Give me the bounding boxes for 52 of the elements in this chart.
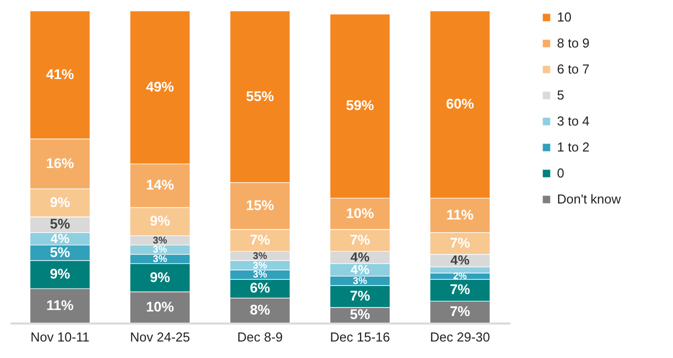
data-label: 9% — [150, 268, 171, 285]
data-label: 3% — [152, 244, 168, 256]
data-label: 4% — [350, 249, 370, 264]
data-label: 10% — [146, 298, 175, 314]
data-label: 55% — [246, 88, 275, 104]
data-label: 4% — [350, 262, 370, 277]
data-label: 7% — [450, 234, 471, 250]
data-label: 59% — [346, 97, 375, 114]
legend-label: 0 — [557, 166, 564, 180]
data-label: 9% — [50, 266, 71, 282]
data-label: 7% — [450, 281, 471, 298]
data-label: 7% — [250, 231, 271, 248]
legend-label: Don't know — [557, 192, 622, 206]
x-tick-label: Nov 10-11 — [30, 330, 90, 344]
data-label: 5% — [350, 306, 371, 322]
data-label: 49% — [146, 78, 175, 94]
data-label: 41% — [46, 66, 75, 82]
data-label: 16% — [46, 154, 75, 171]
data-label: 5% — [50, 216, 71, 232]
legend-label: 8 to 9 — [557, 36, 590, 50]
data-label: 9% — [50, 194, 71, 210]
data-label: 11% — [446, 206, 474, 222]
data-label: 6% — [250, 280, 271, 296]
legend-label: 10 — [557, 10, 572, 24]
data-label: 3% — [252, 250, 268, 262]
data-label: 3% — [252, 270, 268, 281]
data-label: 3% — [352, 276, 368, 287]
legend-label: 6 to 7 — [557, 62, 590, 76]
data-label: 4% — [450, 252, 470, 268]
data-label: 10% — [346, 204, 375, 221]
data-label: 3% — [252, 260, 268, 272]
data-label: 14% — [146, 176, 175, 193]
data-label: 60% — [446, 96, 475, 112]
data-label: 9% — [150, 212, 171, 229]
x-tick-label: Nov 24-25 — [130, 330, 190, 344]
legend-label: 3 to 4 — [557, 114, 590, 128]
data-label: 7% — [450, 303, 471, 320]
legend-label: 1 to 2 — [557, 140, 590, 154]
data-label: 7% — [350, 287, 371, 304]
x-tick-label: Dec 8-9 — [237, 330, 283, 344]
legend-label: 5 — [557, 88, 564, 102]
data-label: 4% — [50, 230, 70, 246]
data-label: 8% — [250, 302, 271, 318]
data-label: 3% — [152, 235, 168, 246]
x-tick-label: Dec 29-30 — [430, 330, 490, 344]
data-label: 11% — [46, 296, 74, 313]
data-label: 5% — [50, 244, 71, 260]
data-label: 2% — [453, 271, 468, 282]
data-label: 7% — [350, 231, 371, 248]
x-tick-label: Dec 15-16 — [330, 330, 390, 344]
data-label: 3% — [152, 254, 168, 266]
data-label: 15% — [246, 197, 275, 213]
